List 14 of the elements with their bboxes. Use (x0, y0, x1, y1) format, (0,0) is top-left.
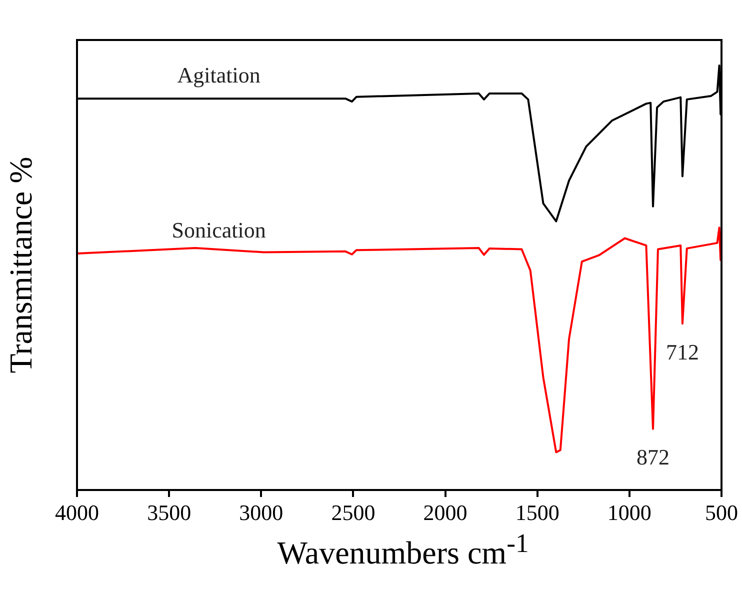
x-tick-label: 500 (705, 500, 738, 525)
x-tick-label: 4000 (55, 500, 99, 525)
x-tick-label: 3000 (239, 500, 284, 525)
series-label: Agitation (177, 62, 260, 88)
series-label: Sonication (172, 217, 266, 242)
annotation: 872 (636, 444, 670, 470)
x-tick-label: 1500 (515, 500, 560, 525)
annotation: 712 (666, 339, 699, 364)
x-tick-label: 3500 (147, 500, 192, 525)
y-axis-title: Transmittance % (2, 156, 39, 374)
x-tick-label: 2000 (423, 500, 468, 525)
x-axis-title: Wavenumbers cm$^{-1}$ (276, 528, 530, 572)
x-tick-label: 1000 (607, 500, 652, 525)
x-tick-label: 2500 (331, 500, 376, 525)
